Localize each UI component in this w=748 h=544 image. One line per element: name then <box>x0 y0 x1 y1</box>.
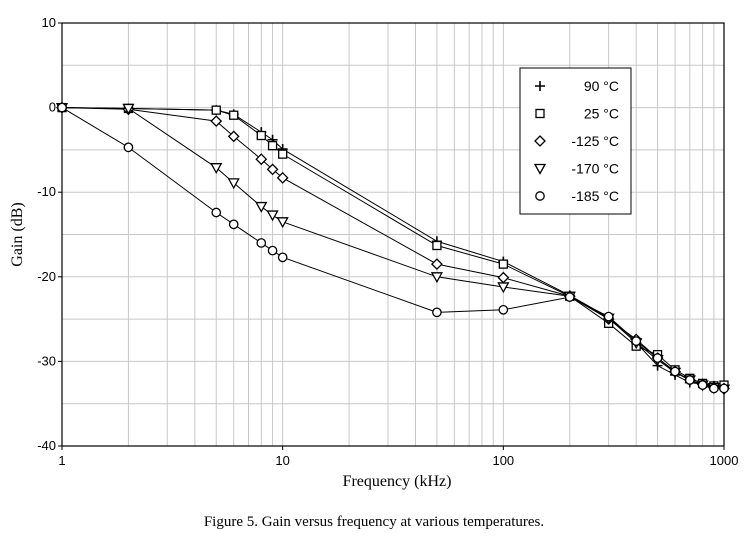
data-point <box>497 271 510 284</box>
legend-label: -170 °C <box>571 161 619 177</box>
data-point <box>603 311 614 322</box>
data-point <box>256 130 266 141</box>
data-point <box>697 380 708 390</box>
data-point <box>430 272 444 284</box>
data-point <box>255 201 268 213</box>
data-point <box>256 238 267 248</box>
data-point <box>497 282 510 294</box>
data-point <box>277 252 288 263</box>
y-tick-label: -30 <box>37 353 56 368</box>
series-circle <box>57 102 729 394</box>
data-point <box>498 259 508 269</box>
legend-label: 90 °C <box>584 78 619 94</box>
legend-label: 25 °C <box>584 106 619 122</box>
series-group <box>55 101 731 396</box>
data-point <box>266 163 279 176</box>
data-point <box>430 258 443 271</box>
data-point <box>267 141 278 151</box>
legend-marker <box>535 108 545 119</box>
y-tick-label: -10 <box>37 184 56 199</box>
legend-item: -125 °C <box>534 133 619 149</box>
x-tick-label: 10 <box>275 453 289 468</box>
data-point <box>123 142 134 153</box>
data-point <box>278 149 288 159</box>
data-point <box>229 110 239 120</box>
data-point <box>564 292 575 302</box>
legend-marker <box>534 135 546 147</box>
x-tick-label: 1000 <box>710 453 739 468</box>
data-point <box>227 130 240 143</box>
data-point <box>631 336 642 346</box>
legend-marker <box>535 81 545 91</box>
data-point <box>267 245 278 256</box>
y-tick-label: 10 <box>42 15 56 30</box>
data-point <box>211 207 222 218</box>
y-tick-label: 0 <box>49 100 56 115</box>
data-point <box>210 163 223 175</box>
data-point <box>210 115 223 128</box>
gain-frequency-chart: 100-10-20-30-401 10 100 1000 Frequency (kHz… <box>9 15 738 490</box>
x-tick-label: 100 <box>492 453 514 468</box>
data-point <box>122 103 135 115</box>
data-point <box>266 210 279 222</box>
data-point <box>255 153 268 166</box>
data-point <box>652 353 663 363</box>
y-tick-label: -20 <box>37 269 56 284</box>
data-point <box>432 240 442 251</box>
legend-label: -185 °C <box>571 188 619 204</box>
data-point <box>276 171 289 184</box>
axis-ticks: 100-10-20-30-401 10 100 1000 <box>37 15 738 468</box>
legend-item: 90 °C <box>535 78 619 94</box>
data-point <box>276 217 289 229</box>
y-tick-label: -40 <box>37 438 56 453</box>
y-axis-title: Gain (dB) <box>9 202 26 266</box>
data-point <box>57 102 67 113</box>
legend-item: -170 °C <box>533 161 619 177</box>
data-point <box>719 383 729 394</box>
data-point <box>498 304 509 315</box>
data-point <box>432 307 442 318</box>
legend-marker <box>533 163 547 175</box>
legend-item: 25 °C <box>535 106 619 122</box>
legend: 90 °C 25 °C -125 °C -170 °C -185 °C <box>519 67 632 215</box>
figure-caption: Figure 5. Gain versus frequency at vario… <box>203 514 545 530</box>
x-tick-label: 1 <box>58 453 65 468</box>
plot-frame <box>61 22 725 447</box>
data-point <box>227 178 240 190</box>
data-point <box>670 366 680 377</box>
legend-item: -185 °C <box>535 188 619 204</box>
data-point <box>211 105 221 115</box>
x-axis-title: Frequency (kHz) <box>343 473 452 490</box>
legend-label: -125 °C <box>571 133 619 149</box>
data-point <box>709 383 719 394</box>
legend-marker <box>535 191 545 201</box>
data-point <box>684 375 695 385</box>
data-point <box>228 219 239 230</box>
